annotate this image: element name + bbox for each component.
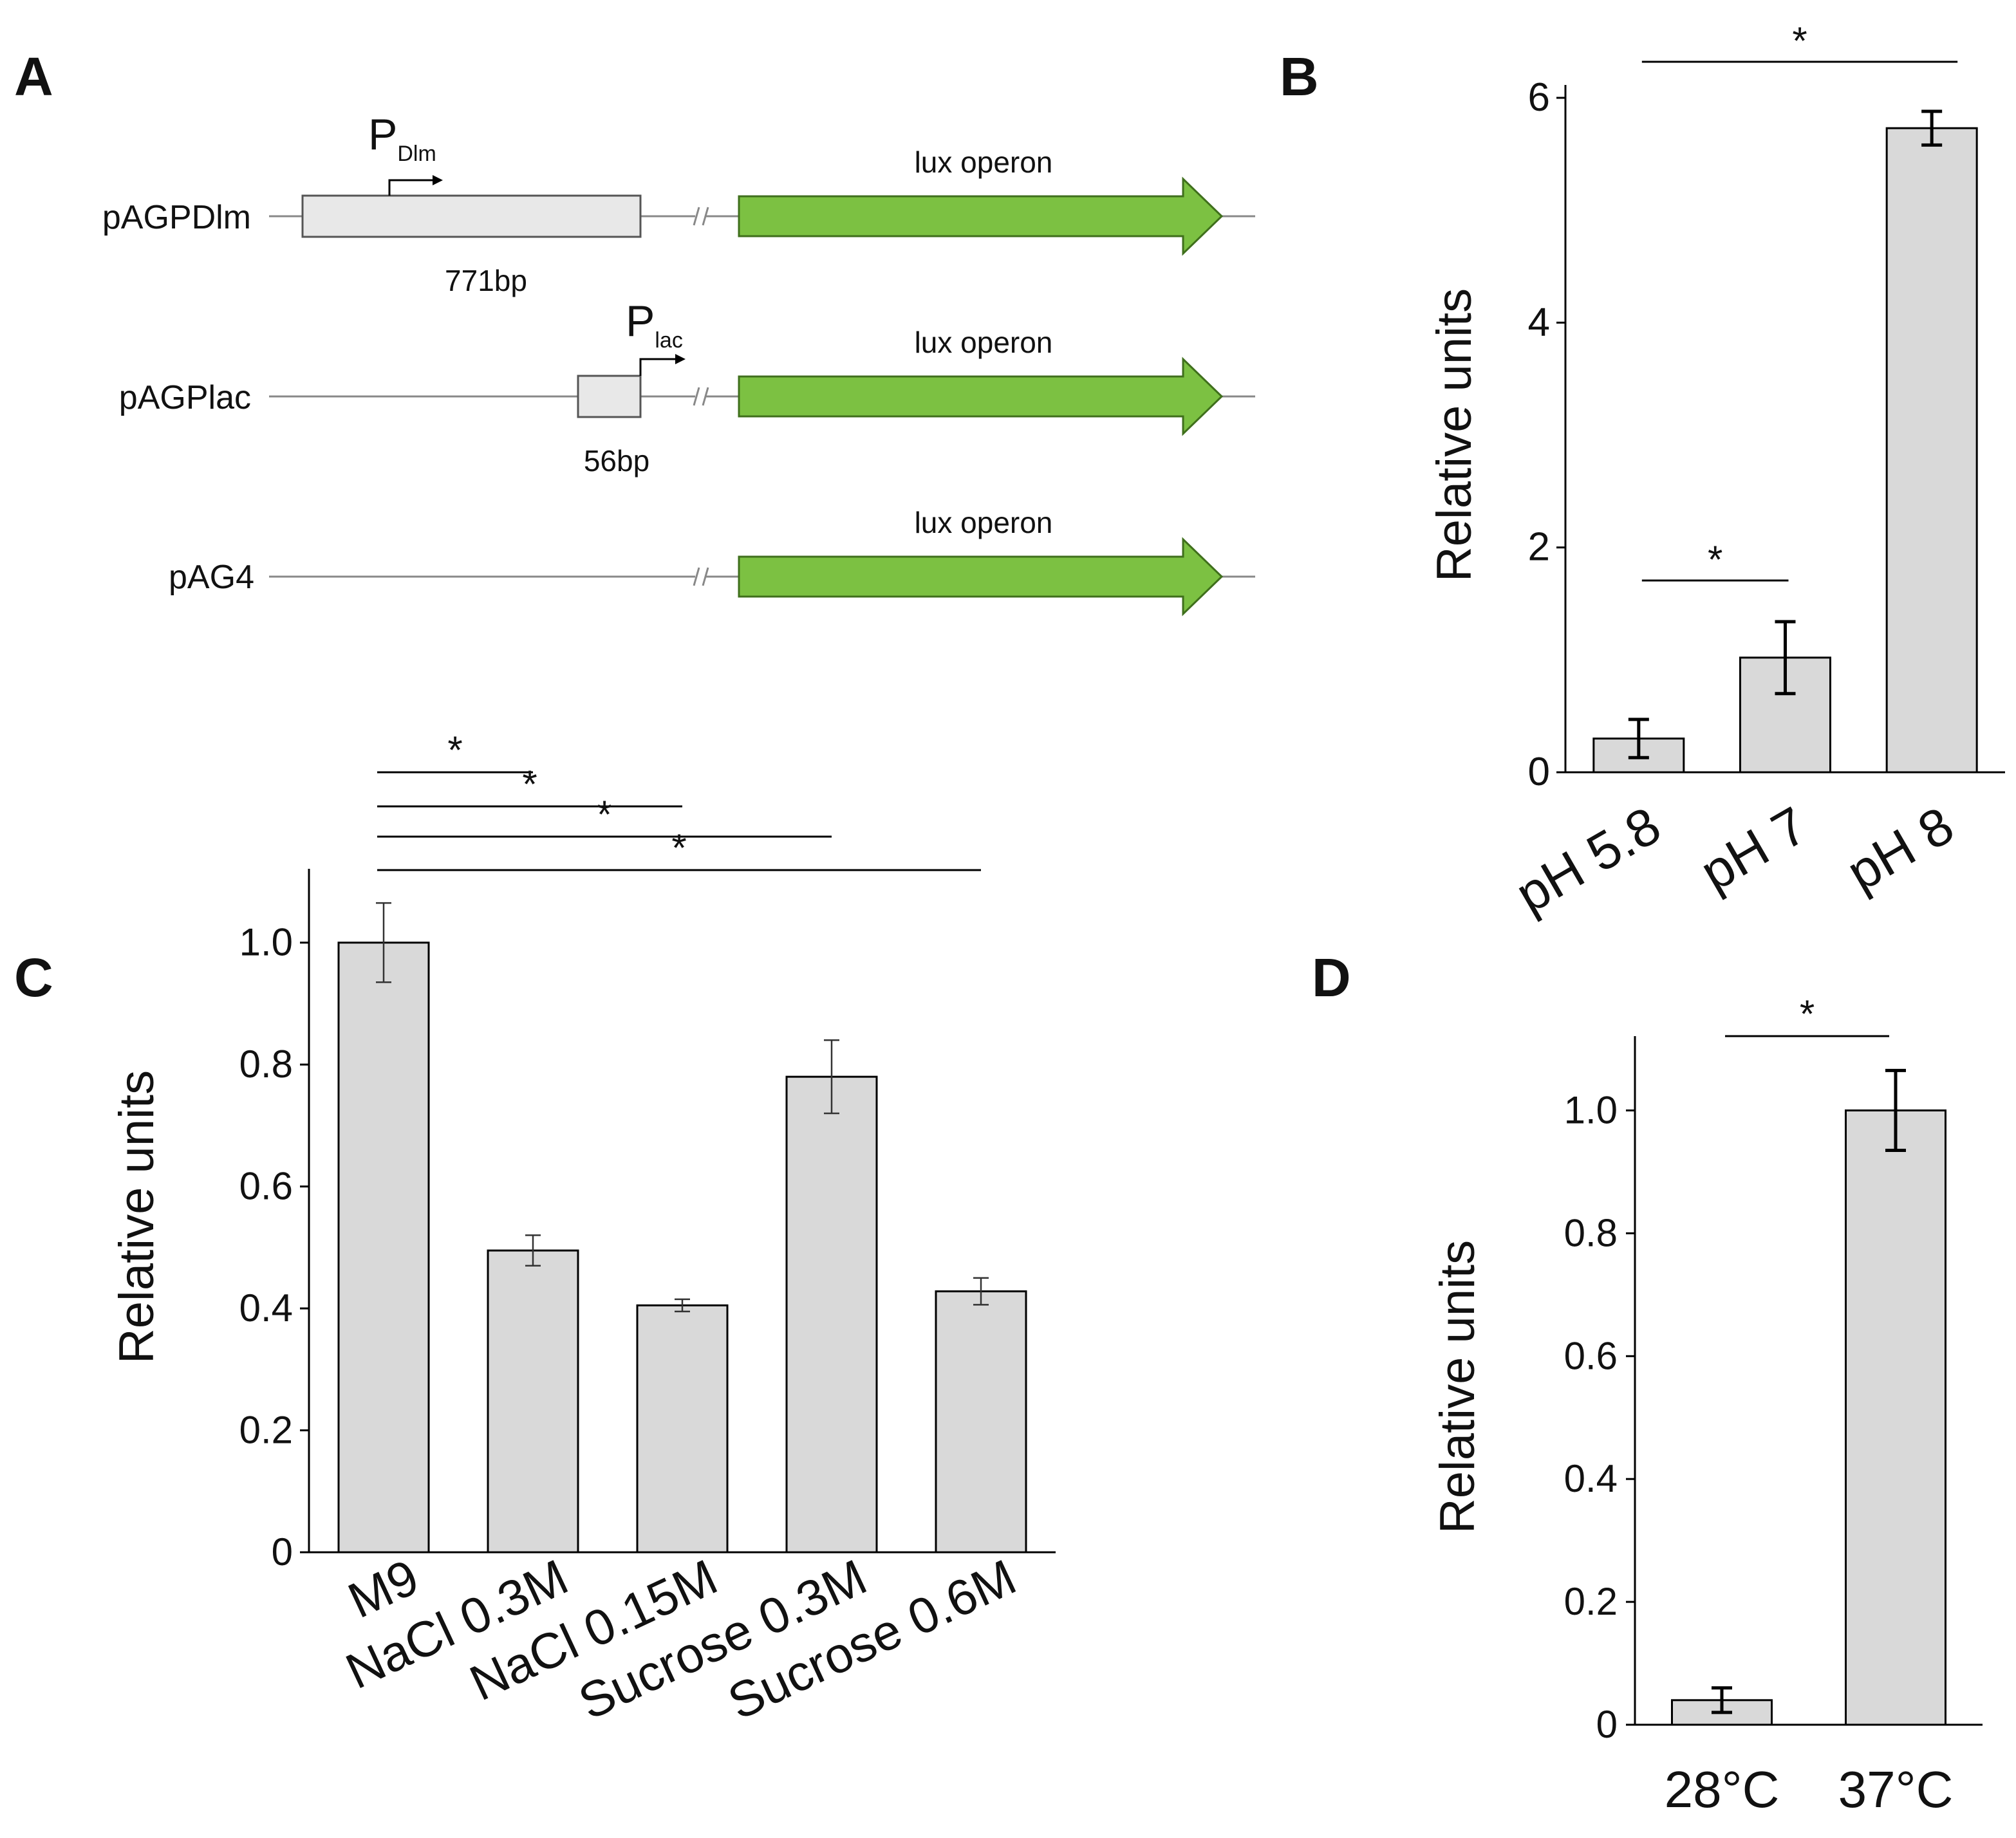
promoter-dlm-arrow — [388, 179, 434, 196]
promoter-lac-size: 56bp — [584, 444, 649, 478]
y-tick-label: 0.8 — [239, 1043, 293, 1086]
lux-operon-arrow — [738, 357, 1224, 436]
panel-c-letter: C — [14, 947, 53, 1008]
significance-star: * — [1708, 538, 1722, 581]
lux-operon-label: lux operon — [915, 145, 1053, 179]
bar — [935, 1290, 1027, 1554]
promoter-lac-arrow — [639, 358, 677, 376]
bar — [785, 1075, 878, 1554]
y-tick-label: 0.6 — [1564, 1334, 1618, 1377]
construct-diagram: pAGPDlm PDlm 771bp lux operon pAGPlac Pl… — [102, 110, 1255, 617]
significance-star: * — [1800, 992, 1815, 1035]
x-category-label: 28°C — [1665, 1761, 1780, 1818]
backbone-break-mark — [693, 567, 709, 586]
y-tick-label: 0.6 — [239, 1165, 293, 1208]
backbone-break-mark — [693, 387, 709, 406]
y-tick-label: 0 — [1596, 1703, 1618, 1746]
significance-star: * — [597, 793, 611, 836]
bar — [337, 942, 430, 1554]
y-tick-label: 0.2 — [239, 1409, 293, 1452]
y-tick-label: 0.4 — [239, 1286, 293, 1330]
bar — [636, 1304, 729, 1554]
significance-star: * — [671, 826, 686, 869]
lux-operon-arrow — [738, 537, 1224, 617]
panel-d-letter: D — [1312, 947, 1351, 1008]
lux-operon-label: lux operon — [915, 506, 1053, 539]
promoter-lac-label: Plac — [626, 297, 683, 353]
y-tick-label: 1.0 — [239, 921, 293, 964]
y-axis-label: Relative units — [1430, 1240, 1485, 1534]
y-tick-label: 0 — [1528, 750, 1550, 794]
panel-b-letter: B — [1280, 46, 1319, 107]
construct-label-pagpdlm: pAGPDlm — [102, 199, 251, 236]
backbone-break-mark — [693, 207, 709, 226]
y-axis-label: Relative units — [1427, 288, 1482, 582]
lux-operon-label: lux operon — [915, 326, 1053, 359]
chart-temperature: 0 0.2 0.4 0.6 0.8 1.0 Relative units 28°C 37°C * — [1430, 992, 1983, 1818]
y-tick-label: 0.4 — [1564, 1457, 1618, 1500]
x-category-label: pH 8 — [1838, 796, 1964, 902]
y-tick-label: 4 — [1528, 300, 1550, 344]
significance-star: * — [522, 763, 537, 806]
x-category-label: pH 7 — [1691, 796, 1817, 902]
significance-star: * — [447, 729, 462, 772]
promoter-dlm-size: 771bp — [445, 264, 527, 297]
promoter-lac-arrowhead — [675, 354, 686, 364]
y-tick-label: 0 — [272, 1530, 293, 1573]
y-tick-label: 0.8 — [1564, 1211, 1618, 1254]
y-axis-label: Relative units — [109, 1070, 164, 1364]
bar — [1885, 127, 1978, 774]
x-category-label: 37°C — [1838, 1761, 1954, 1818]
lux-operon-arrow — [738, 176, 1224, 256]
significance-star: * — [1792, 19, 1807, 62]
chart-ph: 0 2 4 6 Relative units pH 5.8 pH 7 pH 8 * * — [1427, 19, 2005, 924]
construct-label-pagplac: pAGPlac — [119, 379, 251, 416]
x-category-label: pH 5.8 — [1506, 796, 1670, 925]
bar — [487, 1249, 579, 1554]
promoter-dlm-label: PDlm — [368, 110, 436, 166]
promoter-dlm-arrowhead — [433, 175, 443, 185]
promoter-dlm-box — [301, 194, 642, 238]
construct-label-pag4: pAG4 — [169, 559, 254, 596]
y-tick-label: 2 — [1528, 525, 1550, 570]
y-tick-label: 6 — [1528, 75, 1550, 120]
promoter-lac-box — [577, 375, 642, 418]
construct-pagpdlm: pAGPDlm PDlm 771bp lux operon — [102, 110, 1255, 297]
construct-pag4: pAG4 lux operon — [169, 506, 1255, 617]
y-tick-label: 1.0 — [1564, 1088, 1618, 1131]
construct-pagplac: pAGPlac Plac 56bp lux operon — [119, 297, 1255, 478]
panel-a-letter: A — [14, 46, 53, 107]
bar — [1845, 1109, 1946, 1726]
y-tick-label: 0.2 — [1564, 1580, 1618, 1623]
